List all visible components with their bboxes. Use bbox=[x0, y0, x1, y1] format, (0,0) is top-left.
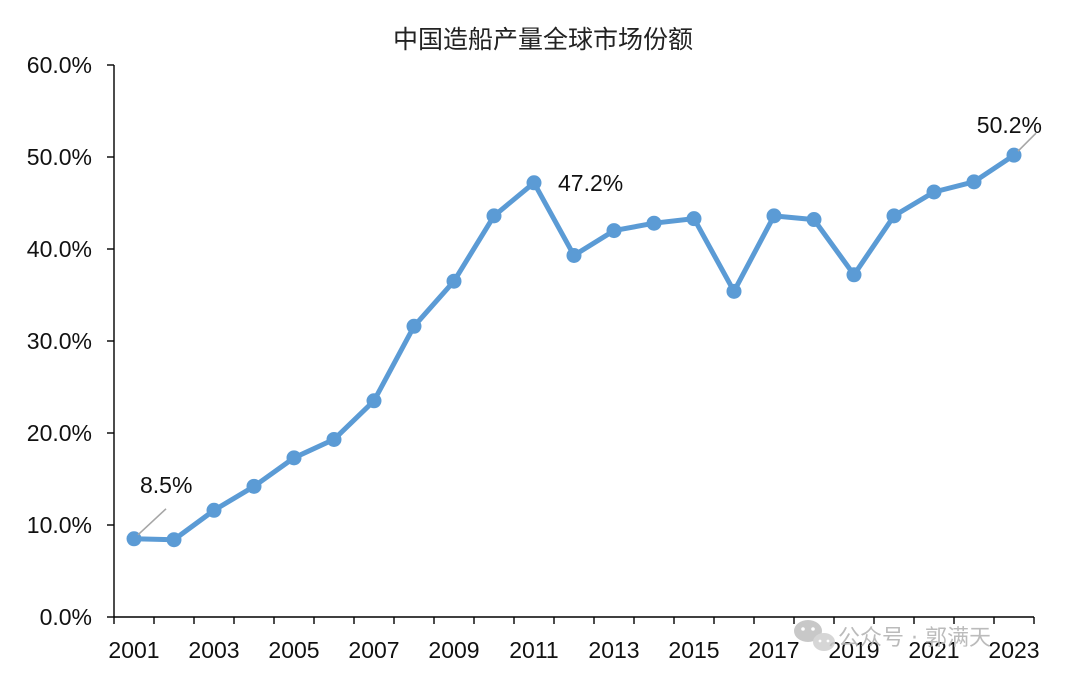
y-tick-label: 30.0% bbox=[27, 328, 92, 354]
label-leader-line bbox=[1017, 132, 1037, 152]
y-tick-label: 20.0% bbox=[27, 420, 92, 446]
data-point-2006 bbox=[326, 431, 342, 447]
data-point-2005 bbox=[286, 450, 302, 466]
y-tick-label: 60.0% bbox=[27, 52, 92, 78]
annotations: 8.5% 47.2% 50.2% bbox=[137, 112, 1042, 536]
series-group bbox=[126, 147, 1022, 548]
x-tick-label: 2011 bbox=[509, 637, 558, 663]
data-point-2002 bbox=[166, 532, 182, 548]
x-axis-ticks: 2001 2003 2005 2007 2009 2011 2013 2015 2017 2019… bbox=[108, 617, 1040, 663]
data-point-2020 bbox=[886, 208, 902, 224]
data-point-2012 bbox=[566, 247, 582, 263]
watermark-text: 公众号 · 郭满天 bbox=[838, 626, 991, 651]
x-tick-label: 2003 bbox=[188, 637, 239, 663]
y-tick-label: 40.0% bbox=[27, 236, 92, 262]
data-label: 47.2% bbox=[558, 170, 623, 196]
x-tick-label: 2023 bbox=[988, 637, 1039, 663]
x-tick-label: 2013 bbox=[588, 637, 639, 663]
data-point-2001 bbox=[126, 531, 142, 547]
label-leader-line bbox=[137, 508, 167, 536]
data-point-2016 bbox=[726, 283, 742, 299]
data-point-2007 bbox=[366, 393, 382, 409]
x-tick-label: 2017 bbox=[748, 637, 799, 663]
data-point-2017 bbox=[766, 208, 782, 224]
data-point-2004 bbox=[246, 478, 262, 494]
x-tick-label: 2015 bbox=[668, 637, 719, 663]
watermark: 公众号 · 郭满天 bbox=[794, 620, 991, 651]
x-tick-label: 2005 bbox=[268, 637, 319, 663]
wechat-icon bbox=[794, 620, 835, 651]
data-point-2009 bbox=[446, 273, 462, 289]
x-tick-label: 2019 bbox=[828, 637, 879, 663]
data-point-2022 bbox=[966, 174, 982, 190]
data-point-2014 bbox=[646, 215, 662, 231]
axes bbox=[113, 65, 1034, 618]
data-point-2008 bbox=[406, 318, 422, 334]
data-point-2013 bbox=[606, 223, 622, 239]
y-tick-label: 50.0% bbox=[27, 144, 92, 170]
data-label: 8.5% bbox=[140, 472, 192, 498]
data-point-2023 bbox=[1006, 147, 1022, 163]
data-point-2010 bbox=[486, 208, 502, 224]
x-tick-label: 2009 bbox=[428, 637, 479, 663]
x-tick-label: 2007 bbox=[348, 637, 399, 663]
x-tick-label: 2021 bbox=[908, 637, 959, 663]
data-point-2019 bbox=[846, 267, 862, 283]
y-tick-label: 10.0% bbox=[27, 512, 92, 538]
x-tick-label: 2001 bbox=[108, 637, 159, 663]
data-point-2011 bbox=[526, 175, 542, 191]
chart-title: 中国造船产量全球市场份额 bbox=[393, 25, 693, 54]
y-tick-label: 0.0% bbox=[40, 604, 92, 630]
data-label: 50.2% bbox=[977, 112, 1042, 138]
data-point-2018 bbox=[806, 212, 822, 228]
data-point-2003 bbox=[206, 502, 222, 518]
y-axis-ticks: 0.0% 10.0% 20.0% 30.0% 40.0% 50.0% 60.0% bbox=[27, 52, 114, 630]
data-point-2021 bbox=[926, 184, 942, 200]
data-point-2015 bbox=[686, 211, 702, 227]
series-line bbox=[131, 152, 1017, 543]
